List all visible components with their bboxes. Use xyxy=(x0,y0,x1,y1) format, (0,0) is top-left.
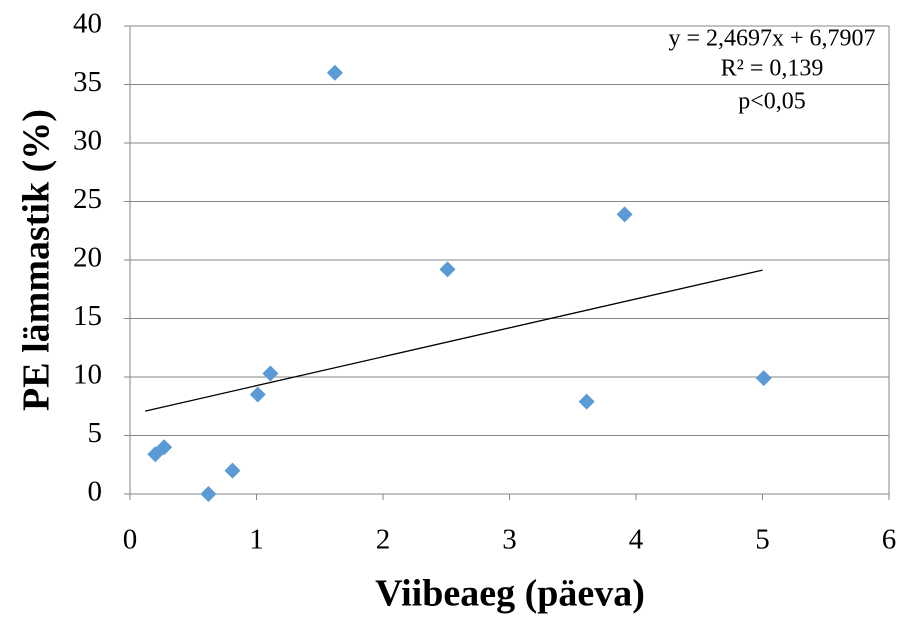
x-tick-label: 0 xyxy=(123,524,138,556)
x-axis-title: Viibeaeg (päeva) xyxy=(375,573,645,615)
data-point xyxy=(200,486,217,502)
data-point xyxy=(439,261,456,278)
x-tick-label: 4 xyxy=(629,524,644,556)
data-point xyxy=(755,370,772,387)
y-tick-label: 25 xyxy=(73,183,102,215)
y-tick-label: 20 xyxy=(73,242,102,274)
x-tick-label: 6 xyxy=(882,524,897,556)
y-tick-label: 30 xyxy=(73,125,102,157)
annotation: p<0,05 xyxy=(738,89,806,115)
y-tick-label: 10 xyxy=(73,359,102,391)
data-point xyxy=(156,439,173,456)
x-tick-label: 3 xyxy=(502,524,517,556)
y-tick-label: 40 xyxy=(73,8,102,40)
y-tick-label: 35 xyxy=(73,66,102,98)
data-point xyxy=(262,365,279,382)
data-point xyxy=(616,206,633,223)
y-tick-label: 5 xyxy=(88,417,103,449)
trendline xyxy=(145,269,763,412)
y-axis-title: PE lämmastik (%) xyxy=(16,109,58,411)
x-tick-label: 1 xyxy=(249,524,264,556)
y-tick-label: 15 xyxy=(73,300,102,332)
data-point xyxy=(578,393,595,410)
data-point xyxy=(249,386,266,403)
data-point xyxy=(224,462,241,479)
x-tick-label: 5 xyxy=(755,524,770,556)
y-tick-label: 0 xyxy=(88,476,103,508)
x-tick-label: 2 xyxy=(376,524,391,556)
annotation: y = 2,4697x + 6,7907 xyxy=(668,26,875,52)
data-point xyxy=(326,64,343,81)
annotation: R² = 0,139 xyxy=(721,56,824,82)
